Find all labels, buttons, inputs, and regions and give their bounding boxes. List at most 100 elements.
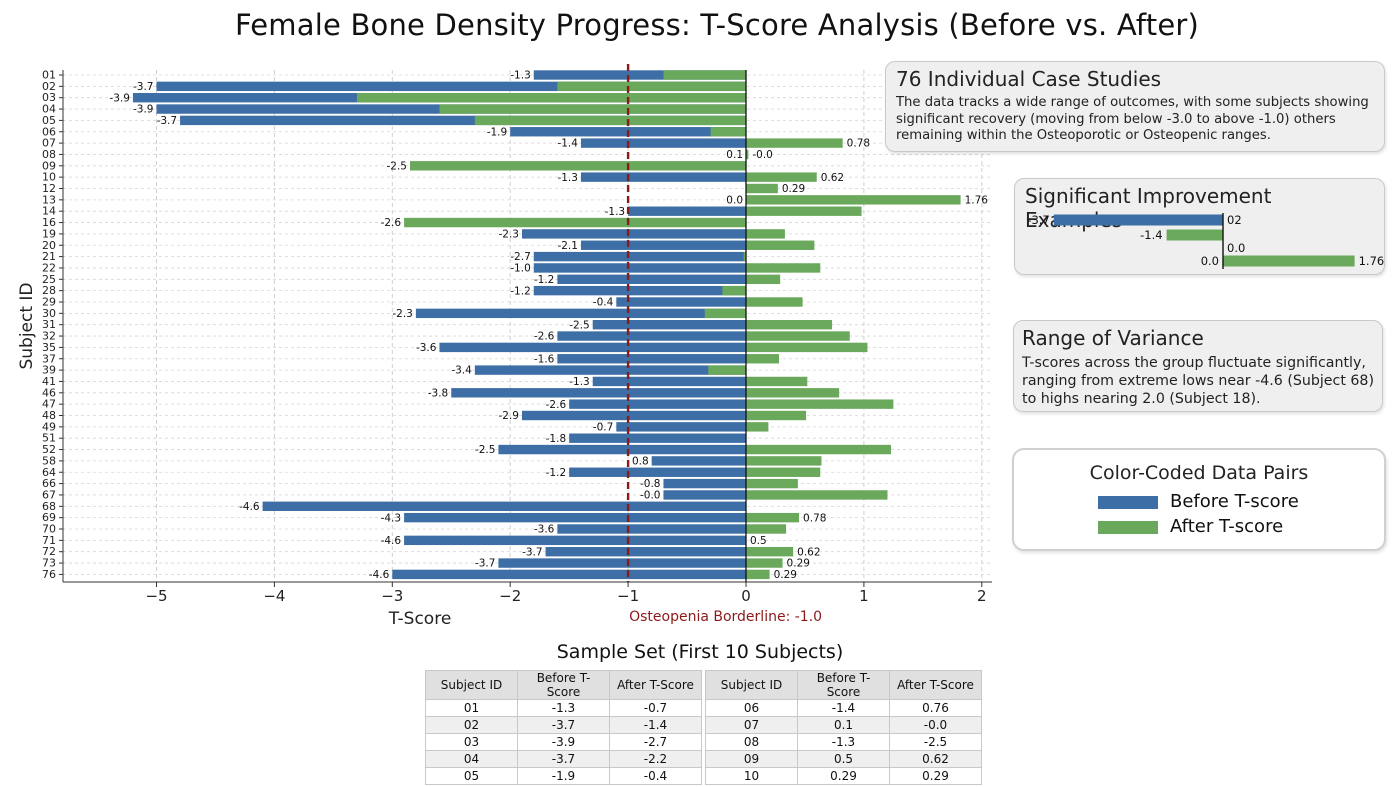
table-cell: -2.5: [889, 733, 982, 751]
data-label: -1.2: [534, 274, 555, 286]
y-axis-title: Subject ID: [17, 282, 37, 369]
x-tick-label: 2: [977, 587, 987, 605]
table-cell: -3.7: [517, 716, 610, 734]
data-label: -2.1: [557, 240, 578, 252]
table-cell: -1.3: [797, 733, 890, 751]
x-tick-label: −1: [617, 587, 639, 605]
table-cell: -0.4: [609, 767, 702, 785]
bar-before: [557, 274, 746, 284]
table-cell: 0.29: [889, 767, 982, 785]
y-tick-label: 12: [42, 182, 56, 195]
data-label: 0.62: [797, 546, 820, 558]
data-label: -1.2: [510, 285, 531, 297]
bar-after: [704, 308, 746, 319]
y-tick-label: 49: [42, 420, 56, 433]
data-label: 0.1: [726, 149, 743, 161]
bar-after: [746, 297, 803, 307]
table-header: After T-Score: [889, 670, 982, 700]
data-label: -2.7: [510, 251, 531, 263]
bar-after: [746, 149, 749, 160]
bar-after: [746, 467, 821, 477]
data-label: -2.3: [392, 308, 413, 320]
data-label: 0.29: [787, 558, 810, 570]
y-tick-label: 48: [42, 409, 56, 422]
y-tick-label: 67: [42, 488, 56, 501]
mini-bar-label: 0.0: [1227, 241, 1245, 255]
table-cell: 02: [425, 716, 518, 734]
data-label: -2.6: [534, 331, 555, 343]
table-cell: 07: [705, 716, 798, 734]
bar-before: [533, 285, 746, 296]
y-tick-label: 28: [42, 284, 56, 297]
bar-after: [409, 161, 746, 171]
table-cell: 04: [425, 750, 518, 768]
data-label: -2.6: [546, 399, 567, 411]
y-tick-label: 69: [42, 511, 56, 524]
y-tick-label: 16: [42, 216, 56, 229]
mini-bar-label: 0.0: [1201, 254, 1219, 268]
y-tick-label: 66: [42, 477, 56, 490]
variance-box: Range of Variance T-scores across the gr…: [1013, 320, 1383, 412]
bar-before: [498, 444, 746, 455]
mini-bar: [1166, 229, 1223, 241]
y-tick-label: 06: [42, 125, 56, 138]
mini-bar-label: -3.7: [1027, 213, 1049, 227]
x-tick-label: −4: [263, 587, 285, 605]
mini-bar-label: -1.4: [1140, 228, 1162, 242]
bar-after: [746, 524, 787, 534]
data-label: -1.3: [605, 206, 626, 218]
table-cell: 01: [425, 699, 518, 717]
table-cell: 08: [705, 733, 798, 751]
data-label: 0.78: [847, 138, 870, 150]
y-tick-label: 72: [42, 545, 56, 558]
bar-before: [533, 251, 746, 262]
table-header: After T-Score: [609, 670, 702, 700]
y-tick-label: 35: [42, 341, 56, 354]
data-label: -2.5: [386, 160, 407, 172]
bar-after: [746, 569, 770, 580]
case-studies-text: The data tracks a wide range of outcomes…: [896, 95, 1369, 143]
bar-before: [404, 535, 746, 546]
bar-after: [746, 172, 817, 182]
y-tick-label: 76: [42, 568, 56, 581]
x-tick-label: 1: [859, 587, 869, 605]
table-cell: -3.7: [517, 750, 610, 768]
bar-before: [474, 365, 746, 375]
data-label: -1.2: [546, 467, 567, 479]
y-tick-label: 20: [42, 239, 56, 252]
data-label: -3.7: [133, 81, 154, 93]
table-cell: -2.7: [609, 733, 702, 751]
table-cell: -1.4: [797, 699, 890, 717]
data-label: 0.0: [726, 194, 743, 206]
bar-before: [262, 501, 746, 511]
y-tick-label: 22: [42, 261, 56, 274]
y-tick-label: 09: [42, 159, 56, 172]
data-label: -0.4: [593, 297, 614, 309]
y-tick-label: 25: [42, 273, 56, 286]
data-label: 0.29: [774, 569, 797, 581]
data-label: -3.8: [428, 387, 449, 399]
bar-before: [404, 512, 746, 523]
y-tick-label: 02: [42, 80, 56, 93]
y-tick-label: 58: [42, 454, 56, 467]
y-tick-label: 47: [42, 398, 56, 411]
bar-after: [439, 104, 746, 114]
bar-before: [569, 433, 746, 443]
bar-after: [746, 354, 780, 364]
data-label: 1.76: [965, 194, 989, 206]
bar-before: [663, 478, 746, 489]
table-header: Subject ID: [425, 670, 518, 700]
bar-before: [651, 456, 746, 466]
y-tick-label: 52: [42, 443, 56, 456]
table-header: Before T-Score: [517, 670, 610, 700]
table-cell: 05: [425, 767, 518, 785]
bar-after: [746, 558, 783, 568]
bar-before: [569, 399, 746, 409]
bar-chart: 0102030405060708091012131416192021222528…: [17, 64, 992, 629]
bar-after: [746, 320, 833, 330]
bar-before: [557, 331, 746, 341]
bar-after: [663, 70, 746, 80]
bar-before: [533, 263, 746, 273]
bar-after: [746, 229, 785, 239]
bar-before: [156, 81, 746, 92]
